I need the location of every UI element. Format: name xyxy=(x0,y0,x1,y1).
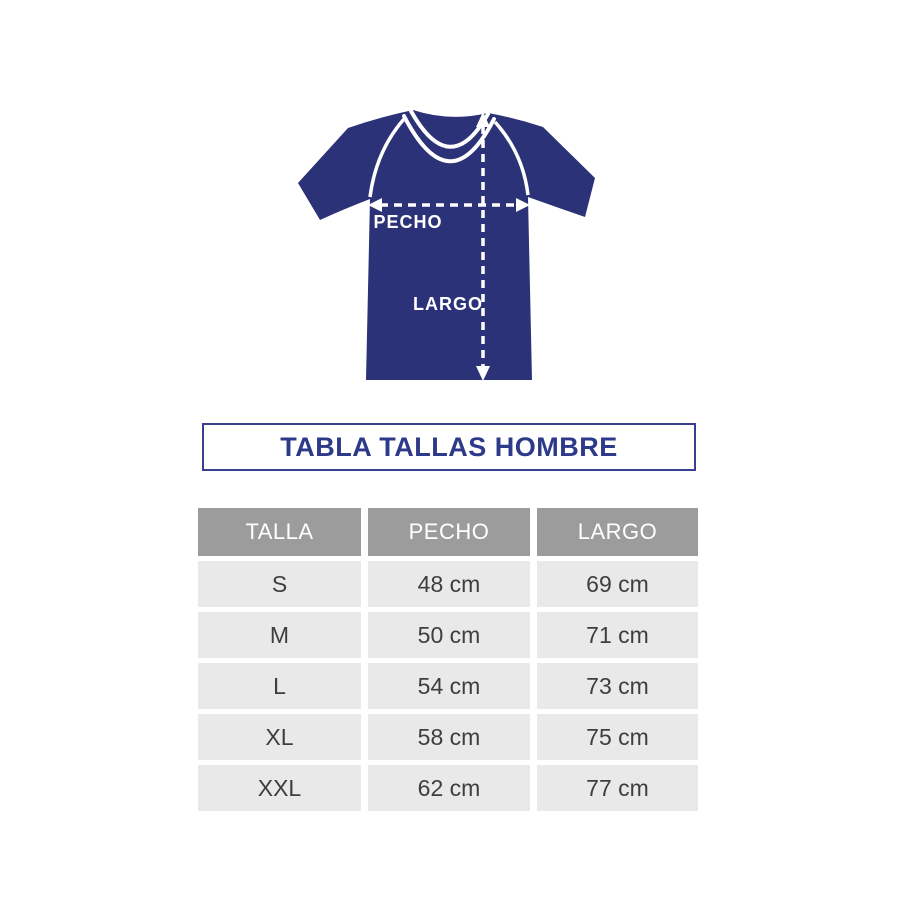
largo-arrow xyxy=(476,112,490,381)
size-table: TALLA PECHO LARGO S 48 cm 69 cm M 50 cm … xyxy=(198,508,698,811)
header-cell-pecho: PECHO xyxy=(368,508,530,556)
cell-pecho: 62 cm xyxy=(368,765,530,811)
size-chart-title: TABLA TALLAS HOMBRE xyxy=(280,431,618,462)
cell-largo: 75 cm xyxy=(537,714,698,760)
cell-largo: 71 cm xyxy=(537,612,698,658)
header-cell-talla: TALLA xyxy=(198,508,361,556)
cell-talla: XXL xyxy=(198,765,361,811)
tshirt-svg: PECHO LARGO xyxy=(298,109,595,381)
cell-pecho: 48 cm xyxy=(368,561,530,607)
cell-pecho: 58 cm xyxy=(368,714,530,760)
tshirt-shape xyxy=(298,110,595,380)
cell-pecho: 50 cm xyxy=(368,612,530,658)
size-chart-title-box: TABLA TALLAS HOMBRE xyxy=(202,423,696,471)
cell-talla: M xyxy=(198,612,361,658)
tshirt-diagram: PECHO LARGO xyxy=(288,95,612,395)
right-sleeve-seam xyxy=(493,120,530,196)
largo-label: LARGO xyxy=(413,294,483,314)
pecho-arrow xyxy=(368,198,530,212)
cell-talla: S xyxy=(198,561,361,607)
cell-largo: 73 cm xyxy=(537,663,698,709)
cell-talla: L xyxy=(198,663,361,709)
cell-talla: XL xyxy=(198,714,361,760)
cell-largo: 77 cm xyxy=(537,765,698,811)
cell-pecho: 54 cm xyxy=(368,663,530,709)
left-sleeve-seam xyxy=(368,117,406,198)
cell-largo: 69 cm xyxy=(537,561,698,607)
pecho-label: PECHO xyxy=(373,212,442,232)
header-cell-largo: LARGO xyxy=(537,508,698,556)
collar-outer-arc xyxy=(402,114,496,164)
